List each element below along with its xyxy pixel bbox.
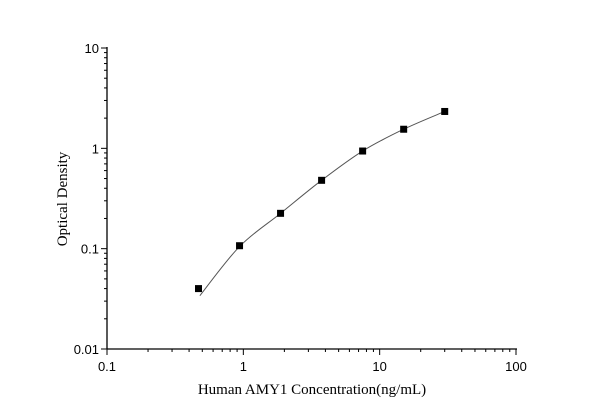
x-tick-label: 10	[372, 359, 386, 374]
x-tick-label: 1	[240, 359, 247, 374]
y-axis-title: Optical Density	[55, 151, 71, 246]
data-point	[318, 176, 326, 184]
data-points	[195, 107, 449, 293]
data-point	[236, 242, 244, 250]
x-tick-label: 100	[505, 359, 527, 374]
y-tick-label: 0.01	[74, 342, 99, 357]
ticks	[101, 47, 517, 355]
data-point	[195, 285, 203, 293]
x-tick-label: 0.1	[98, 359, 116, 374]
data-point	[277, 209, 285, 217]
x-axis-title: Human AMY1 Concentration(ng/mL)	[198, 382, 426, 398]
axes	[106, 47, 517, 350]
y-tick-label: 10	[85, 41, 99, 56]
y-tick-label: 0.1	[81, 242, 99, 257]
fit-curve-group	[199, 111, 445, 296]
fit-curve	[199, 111, 445, 296]
data-point	[400, 125, 408, 133]
y-tick-label: 1	[92, 141, 99, 156]
data-point	[441, 107, 449, 115]
data-point	[359, 147, 367, 155]
